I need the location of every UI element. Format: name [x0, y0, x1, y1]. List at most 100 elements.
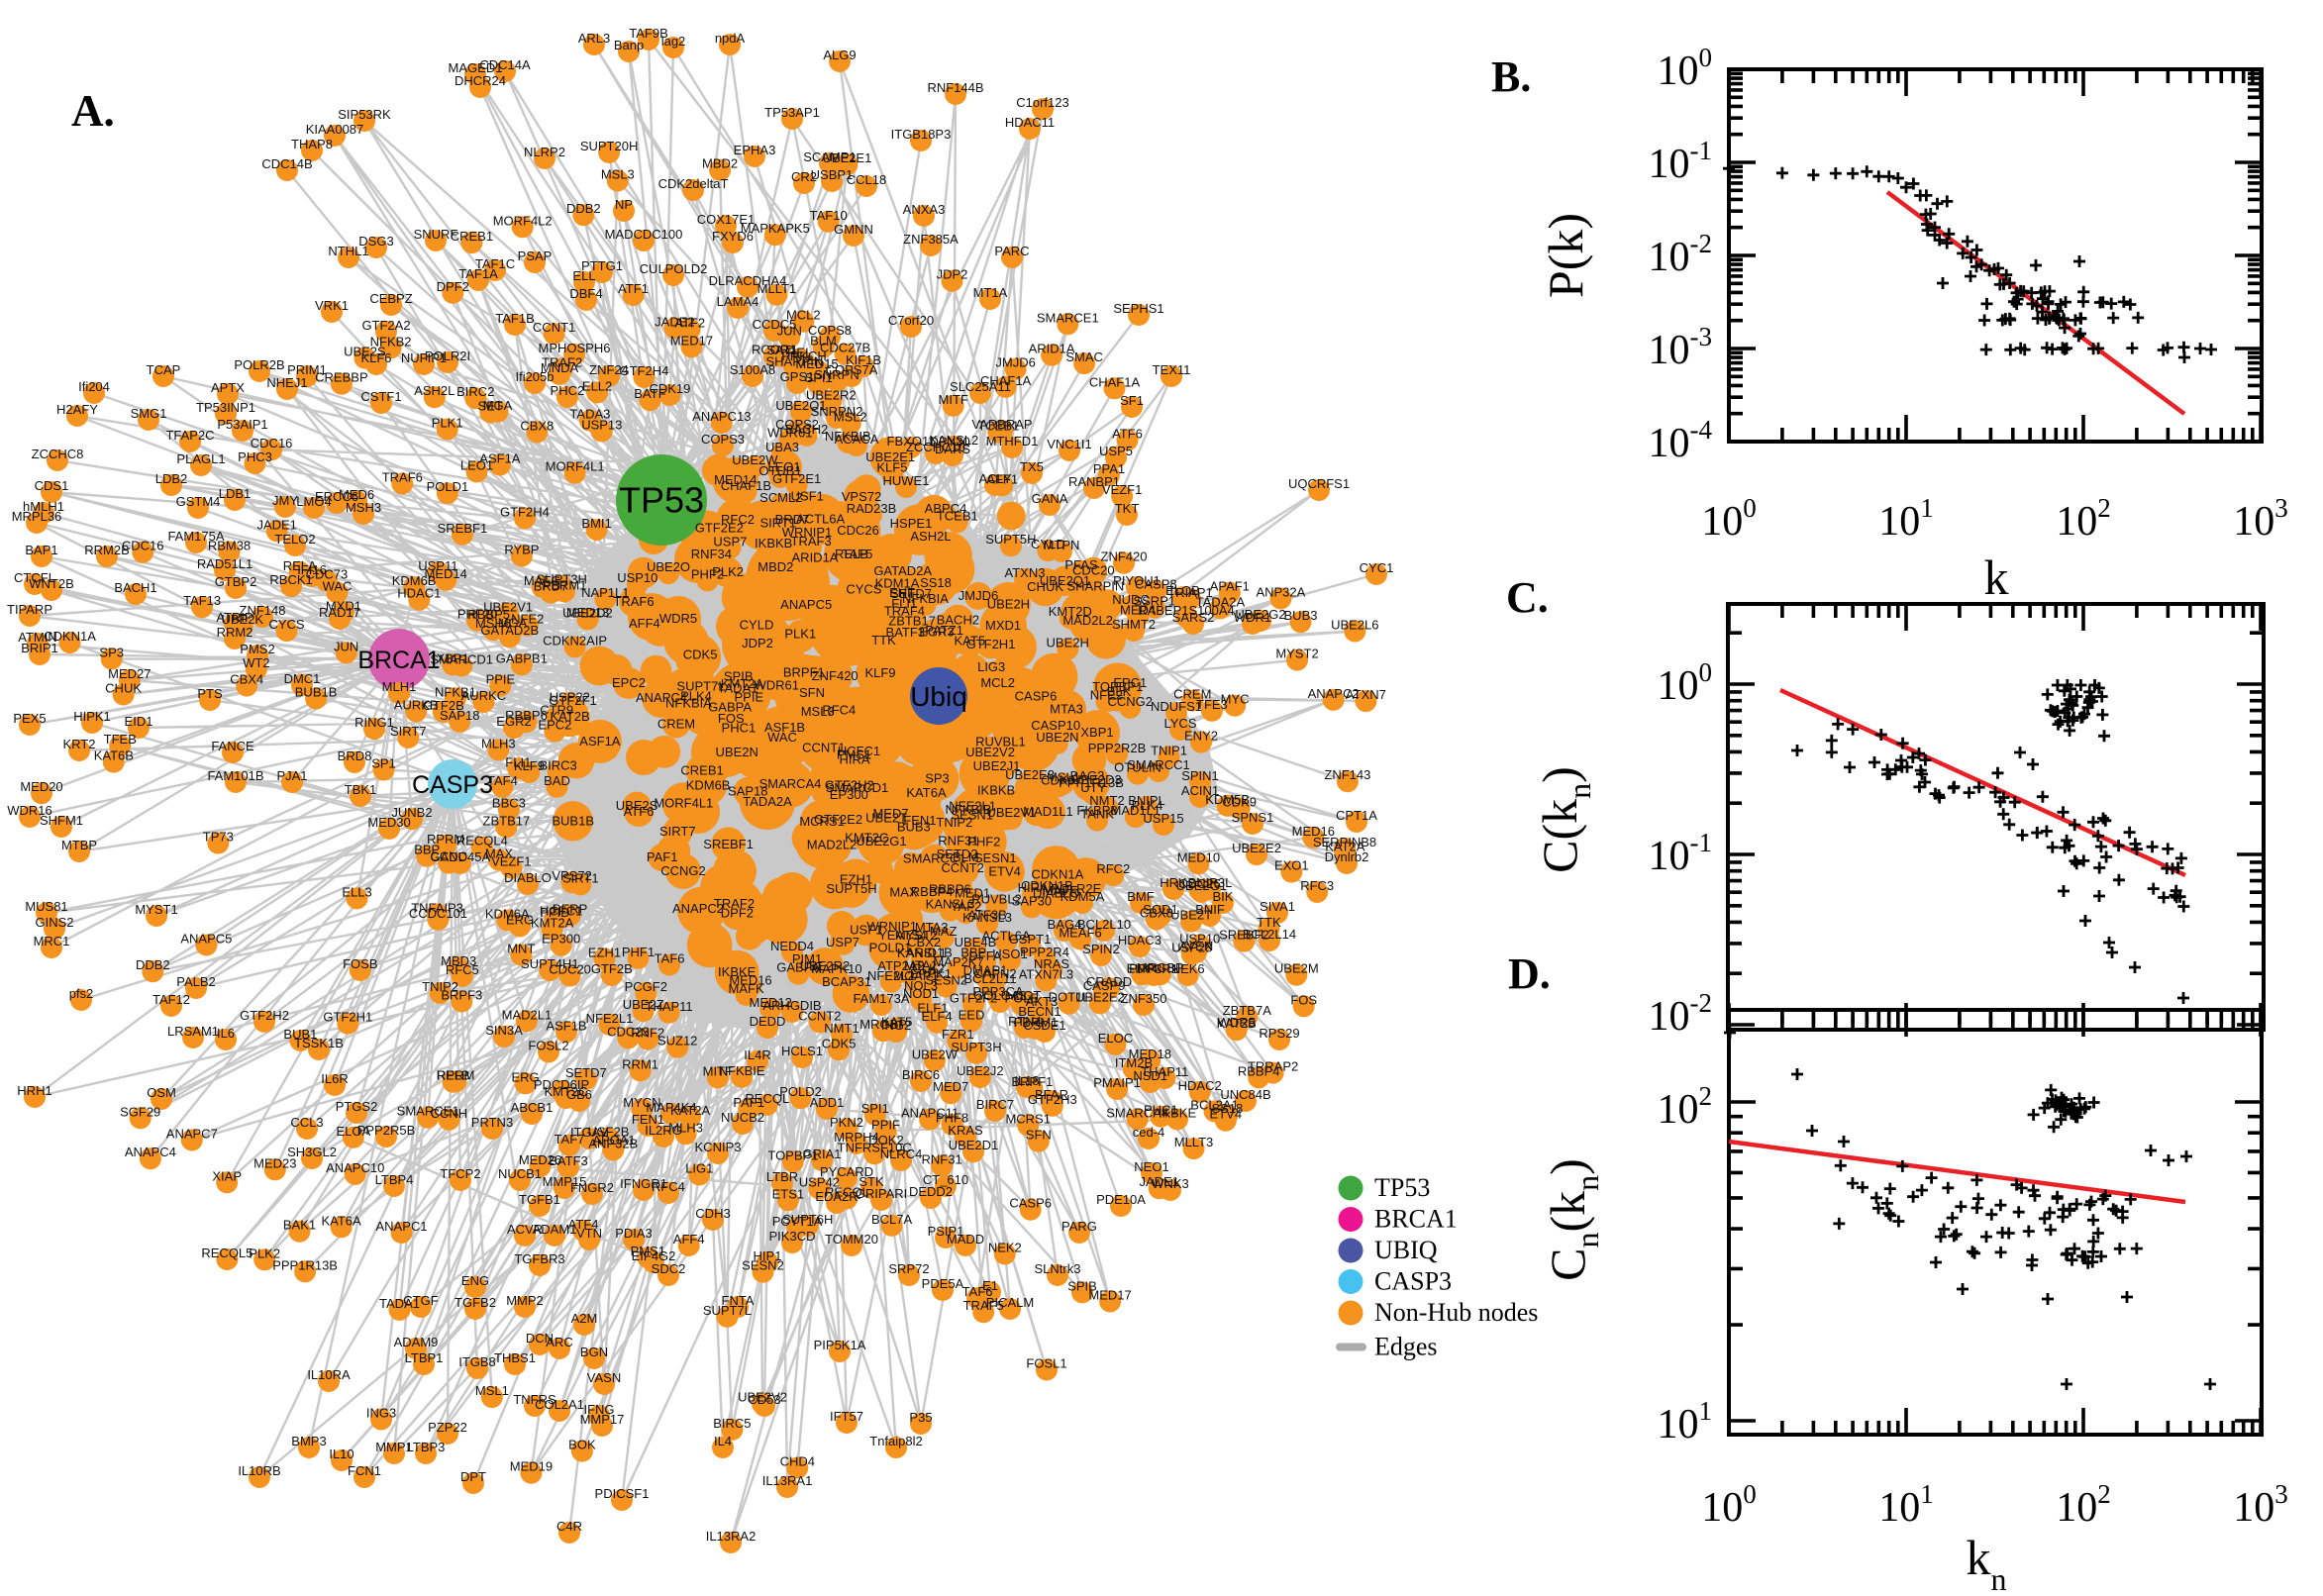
svg-text:PLK2: PLK2: [249, 1246, 280, 1260]
svg-text:IL2RG: IL2RG: [645, 1123, 682, 1138]
svg-text:MCRS1: MCRS1: [1005, 1112, 1051, 1127]
svg-text:C.: C.: [1506, 573, 1549, 622]
svg-text:BACH2: BACH2: [937, 613, 979, 628]
svg-text:P53AIP1: P53AIP1: [217, 417, 267, 432]
svg-text:AFF1: AFF1: [986, 471, 1018, 486]
svg-text:ASF1B: ASF1B: [546, 1018, 586, 1033]
svg-text:FOSL2: FOSL2: [528, 1038, 568, 1052]
svg-text:DOT1L: DOT1L: [1049, 990, 1090, 1005]
svg-text:AURKC: AURKC: [461, 688, 507, 703]
svg-text:CEBPZ: CEBPZ: [369, 291, 412, 306]
svg-text:MBD2: MBD2: [758, 559, 793, 574]
svg-text:DSG3: DSG3: [358, 234, 393, 249]
svg-text:ANAPC4: ANAPC4: [636, 690, 687, 705]
svg-text:SMARCA4: SMARCA4: [1106, 1105, 1168, 1120]
svg-text:CR2: CR2: [791, 169, 817, 184]
svg-text:CBX8: CBX8: [1140, 906, 1173, 921]
svg-text:SGF29: SGF29: [120, 1104, 160, 1119]
svg-text:AFF4: AFF4: [673, 1232, 705, 1247]
svg-text:UBE2T: UBE2T: [865, 810, 907, 825]
svg-text:CCL18: CCL18: [847, 172, 886, 187]
svg-text:HDAC11: HDAC11: [1005, 115, 1055, 130]
svg-text:100: 100: [1701, 1479, 1757, 1531]
svg-text:SPI1: SPI1: [861, 1101, 889, 1116]
svg-text:MED7: MED7: [872, 806, 908, 821]
svg-text:POLR2B: POLR2B: [234, 357, 284, 372]
svg-text:MGA: MGA: [498, 616, 528, 631]
svg-text:PARC: PARC: [994, 244, 1029, 258]
svg-text:ZNF385A: ZNF385A: [903, 232, 959, 247]
svg-text:TADA2A: TADA2A: [743, 794, 792, 809]
svg-text:MPHOSPH6: MPHOSPH6: [539, 341, 611, 355]
svg-text:RFC2: RFC2: [1096, 861, 1130, 876]
svg-text:HRK: HRK: [1160, 875, 1187, 890]
svg-text:PBRM1: PBRM1: [543, 577, 587, 592]
svg-text:TRAF5: TRAF5: [963, 1298, 1004, 1313]
svg-text:GANA: GANA: [1032, 491, 1068, 506]
svg-text:SSRP1: SSRP1: [1133, 594, 1175, 609]
svg-text:EIF4G2: EIF4G2: [632, 1248, 676, 1263]
svg-text:RFC3: RFC3: [1300, 878, 1334, 893]
svg-text:CDC23: CDC23: [607, 1025, 650, 1040]
svg-text:UTY: UTY: [1080, 780, 1106, 795]
svg-text:BBP: BBP: [960, 945, 986, 959]
svg-text:MLLT3: MLLT3: [1174, 1135, 1214, 1149]
svg-text:ATMIN: ATMIN: [18, 630, 56, 645]
svg-text:GTF2E2: GTF2E2: [814, 812, 862, 827]
svg-text:CCNG2: CCNG2: [1107, 694, 1153, 709]
svg-text:HRH1: HRH1: [17, 1083, 51, 1098]
svg-text:ANAPC2: ANAPC2: [672, 901, 724, 916]
svg-text:USP13: USP13: [581, 417, 622, 432]
svg-text:TFCP2: TFCP2: [440, 1166, 480, 1181]
svg-text:VNC1I1: VNC1I1: [1047, 437, 1092, 451]
svg-text:CDC20: CDC20: [1072, 563, 1115, 578]
svg-text:DDB2: DDB2: [566, 201, 601, 216]
svg-text:APTX: APTX: [211, 380, 245, 395]
svg-text:DBF4: DBF4: [569, 286, 602, 301]
svg-text:BRPF1: BRPF1: [783, 664, 825, 679]
svg-text:MLH1: MLH1: [382, 679, 417, 694]
svg-text:PLK2: PLK2: [712, 564, 744, 579]
svg-text:RFC4: RFC4: [822, 703, 856, 718]
svg-text:NFKBIA: NFKBIA: [665, 695, 712, 710]
svg-text:ELOB: ELOB: [1165, 583, 1200, 598]
svg-text:C1orf123: C1orf123: [1016, 95, 1068, 110]
svg-text:ELL3: ELL3: [342, 884, 371, 899]
svg-text:NUDC: NUDC: [1112, 592, 1150, 607]
svg-text:MXD1: MXD1: [326, 598, 361, 613]
svg-text:BCL7A: BCL7A: [871, 1212, 913, 1227]
svg-text:USF1: USF1: [791, 488, 824, 503]
svg-text:RAD23B: RAD23B: [847, 501, 897, 516]
svg-text:MSH6: MSH6: [475, 616, 511, 631]
svg-text:UBE2M: UBE2M: [1274, 961, 1319, 976]
svg-text:PMAIP1: PMAIP1: [1093, 1075, 1141, 1090]
svg-text:SUPT7L: SUPT7L: [703, 1303, 752, 1318]
svg-text:MED14: MED14: [714, 472, 757, 487]
svg-text:SMAC: SMAC: [1065, 349, 1103, 364]
svg-text:VTN: VTN: [576, 1226, 602, 1241]
svg-text:USP10: USP10: [617, 570, 657, 585]
svg-text:SMARCC1: SMARCC1: [1127, 757, 1190, 772]
svg-text:MRPL36: MRPL36: [12, 509, 62, 524]
svg-text:HCFC1: HCFC1: [838, 744, 880, 758]
svg-text:GTF2B: GTF2B: [423, 698, 464, 713]
svg-text:MED26: MED26: [519, 1152, 561, 1167]
svg-text:RNF34: RNF34: [691, 547, 732, 561]
svg-text:UBE2Q1: UBE2Q1: [775, 398, 826, 413]
svg-text:A2M: A2M: [571, 1311, 598, 1326]
svg-text:CHAF1A: CHAF1A: [980, 373, 1032, 388]
svg-text:ERCC6: ERCC6: [315, 489, 358, 504]
svg-text:GINS2: GINS2: [35, 915, 73, 930]
svg-text:EDA2R: EDA2R: [815, 1189, 858, 1204]
svg-text:PKN2: PKN2: [830, 1115, 863, 1130]
svg-text:ZNF143: ZNF143: [1324, 767, 1370, 782]
svg-text:PTGS2: PTGS2: [336, 1099, 378, 1114]
svg-text:DPT: DPT: [460, 1469, 486, 1484]
svg-text:MAFK: MAFK: [729, 981, 764, 996]
svg-text:FEN1: FEN1: [903, 813, 936, 828]
svg-text:MORF4L1: MORF4L1: [654, 796, 713, 811]
svg-text:CAPN2: CAPN2: [973, 966, 1016, 981]
svg-text:ASH2L: ASH2L: [910, 529, 951, 544]
svg-text:ITGB8: ITGB8: [458, 1354, 496, 1369]
svg-text:UBE2S: UBE2S: [344, 345, 386, 359]
